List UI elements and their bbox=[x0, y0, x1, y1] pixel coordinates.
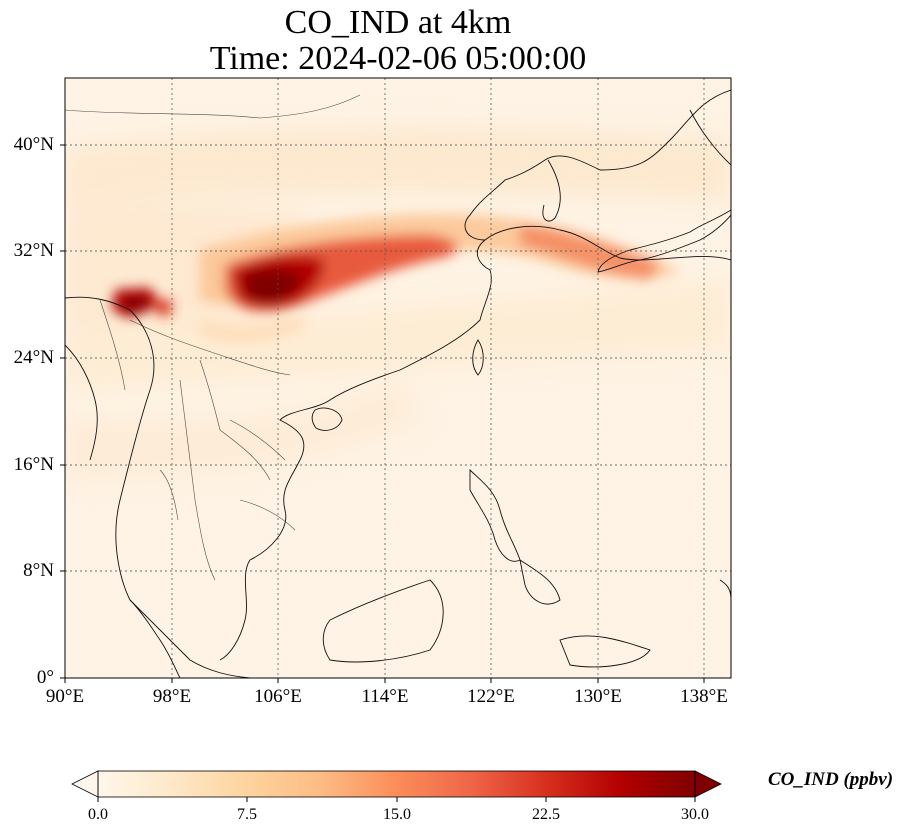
lat-tick-label: 0° bbox=[36, 667, 54, 688]
map-frame bbox=[64, 77, 732, 679]
lat-tick-label: 24°N bbox=[13, 347, 54, 368]
axis-ticks bbox=[60, 144, 705, 683]
borders bbox=[65, 94, 361, 581]
lat-tick-label: 40°N bbox=[13, 134, 54, 155]
colorbar-gradient bbox=[98, 771, 695, 797]
lon-tick-label: 106°E bbox=[254, 686, 302, 707]
colorbar-extend-high bbox=[694, 770, 722, 798]
concentration-field bbox=[65, 78, 731, 678]
lat-tick-label: 32°N bbox=[13, 240, 54, 261]
lon-tick-label: 138°E bbox=[680, 686, 728, 707]
colorbar-tick-label: 30.0 bbox=[681, 806, 709, 823]
lat-tick-label: 16°N bbox=[13, 454, 54, 475]
lon-tick-label: 90°E bbox=[45, 686, 85, 707]
lon-tick-label: 98°E bbox=[152, 686, 192, 707]
colorbar-extend-low bbox=[71, 770, 99, 798]
map-title-line2: Time: 2024-02-06 05:00:00 bbox=[209, 40, 587, 77]
colorbar-label: CO_IND (ppbv) bbox=[768, 769, 894, 790]
colorbar bbox=[71, 770, 722, 802]
coastlines bbox=[65, 89, 731, 678]
lon-tick-label: 130°E bbox=[574, 686, 622, 707]
colorbar-tick-label: 15.0 bbox=[383, 806, 411, 823]
lon-tick-label: 114°E bbox=[361, 686, 409, 707]
gridlines bbox=[65, 78, 731, 678]
colorbar-tick-label: 7.5 bbox=[237, 806, 257, 823]
colorbar-tick-label: 22.5 bbox=[532, 806, 560, 823]
map-title-line1: CO_IND at 4km bbox=[284, 4, 512, 41]
colorbar-tick-label: 0.0 bbox=[88, 806, 108, 823]
lon-tick-label: 122°E bbox=[467, 686, 515, 707]
lat-tick-label: 8°N bbox=[23, 560, 54, 581]
